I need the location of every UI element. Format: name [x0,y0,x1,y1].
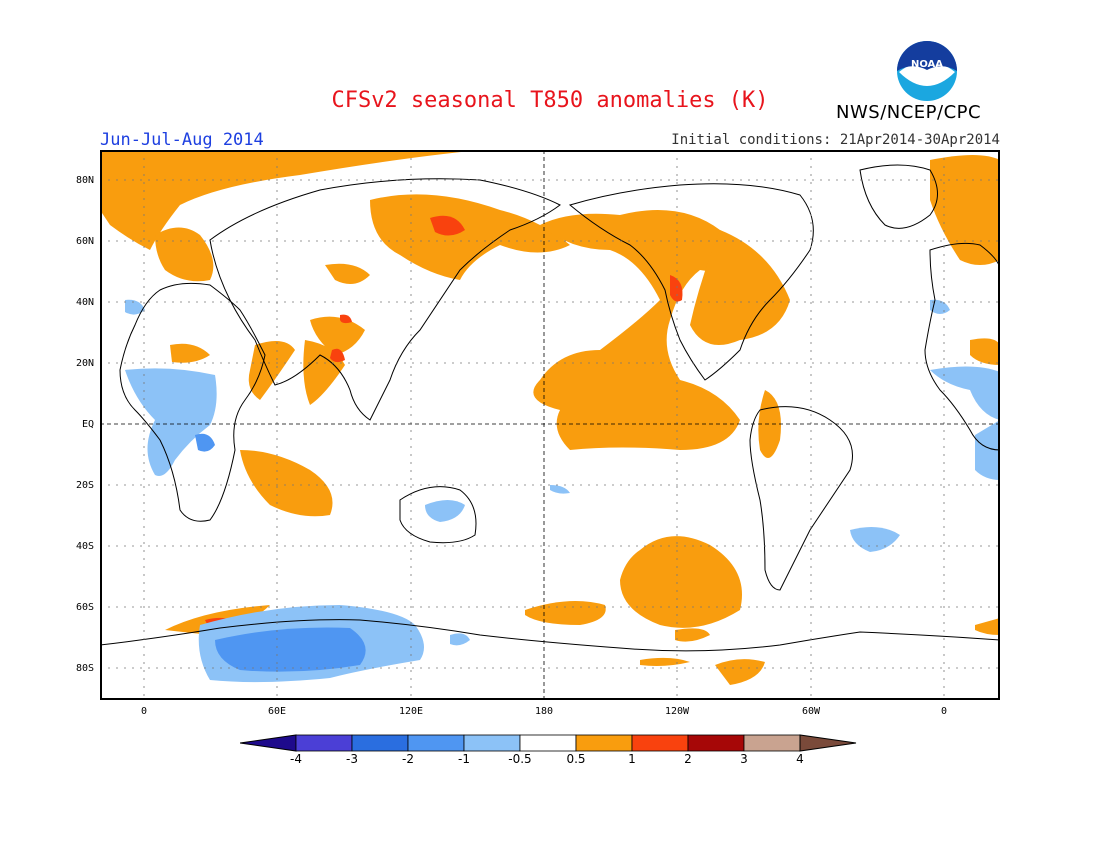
latitude-label: 80N [75,175,94,186]
colorbar-label: -2 [402,752,414,766]
map-frame [100,150,1000,700]
map-title: CFSv2 seasonal T850 anomalies (K) [331,88,769,113]
colorbar-label: 4 [796,752,804,766]
colorbar-segment [407,734,465,752]
colorbar-min-arrow [240,734,297,752]
longitude-label: 60W [801,706,821,717]
colorbar-segment [631,734,689,752]
colorbar-segment [295,734,353,752]
longitude-label: 120E [398,706,424,717]
graticule [100,150,1000,700]
longitude-label: 0 [940,706,948,717]
latitude-label: 80S [75,663,94,674]
colorbar-label: 2 [684,752,692,766]
colorbar-label: 0.5 [566,752,586,766]
colorbar-segment [743,734,801,752]
logo-text: NOAA [911,59,943,70]
colorbar-max-arrow [799,734,857,752]
colorbar [240,734,857,752]
colorbar-segment [351,734,409,752]
colorbar-segment [519,734,577,752]
latitude-label: 20N [75,358,94,369]
colorbar-label: -4 [290,752,302,766]
latitude-label: 20S [75,480,94,491]
latitude-label: 40S [75,541,94,552]
colorbar-label: 1 [628,752,636,766]
noaa-logo: NOAA [897,41,957,101]
longitude-label: 60E [267,706,287,717]
latitude-label: 40N [75,297,94,308]
colorbar-label: -1 [458,752,470,766]
colorbar-label: -3 [346,752,358,766]
longitude-label: 120W [664,706,690,717]
latitude-label: 60S [75,602,94,613]
latitude-label: 60N [75,236,94,247]
colorbar-label: -0.5 [508,752,532,766]
initial-conditions: Initial conditions: 21Apr2014-30Apr2014 [671,132,1000,148]
colorbar-segment [687,734,745,752]
latitude-label: EQ [81,419,94,430]
colorbar-segment [463,734,521,752]
warm-anomaly-regions [100,150,1000,685]
colorbar-label: 3 [740,752,748,766]
coastlines [100,164,1000,652]
agency-label: NWS/NCEP/CPC [836,102,982,123]
colorbar-segment [575,734,633,752]
moderate-cool-anomaly-regions [195,433,366,672]
equator-dateline [100,150,1000,700]
longitude-label: 0 [140,706,148,717]
forecast-period: Jun-Jul-Aug 2014 [100,130,264,150]
longitude-label: 180 [534,706,554,717]
anomaly-map [100,150,1000,700]
